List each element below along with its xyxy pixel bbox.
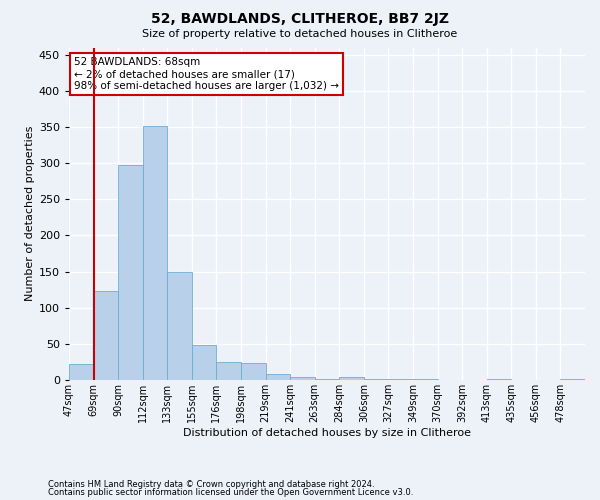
Bar xyxy=(118,164,143,380)
Text: 52, BAWDLANDS, CLITHEROE, BB7 2JZ: 52, BAWDLANDS, CLITHEROE, BB7 2JZ xyxy=(151,12,449,26)
Text: Contains public sector information licensed under the Open Government Licence v3: Contains public sector information licen… xyxy=(48,488,413,497)
Bar xyxy=(241,362,266,380)
Bar xyxy=(560,378,585,380)
Bar xyxy=(167,272,192,380)
Text: Contains HM Land Registry data © Crown copyright and database right 2024.: Contains HM Land Registry data © Crown c… xyxy=(48,480,374,489)
Bar xyxy=(339,377,364,380)
Bar xyxy=(217,362,241,380)
Bar xyxy=(315,378,339,380)
Text: Size of property relative to detached houses in Clitheroe: Size of property relative to detached ho… xyxy=(142,29,458,39)
Bar xyxy=(94,291,118,380)
Bar xyxy=(192,346,217,380)
Bar xyxy=(290,377,315,380)
X-axis label: Distribution of detached houses by size in Clitheroe: Distribution of detached houses by size … xyxy=(183,428,471,438)
Bar xyxy=(364,378,388,380)
Y-axis label: Number of detached properties: Number of detached properties xyxy=(25,126,35,302)
Bar xyxy=(69,364,94,380)
Text: 52 BAWDLANDS: 68sqm
← 2% of detached houses are smaller (17)
98% of semi-detache: 52 BAWDLANDS: 68sqm ← 2% of detached hou… xyxy=(74,58,339,90)
Bar xyxy=(266,374,290,380)
Bar xyxy=(143,126,167,380)
